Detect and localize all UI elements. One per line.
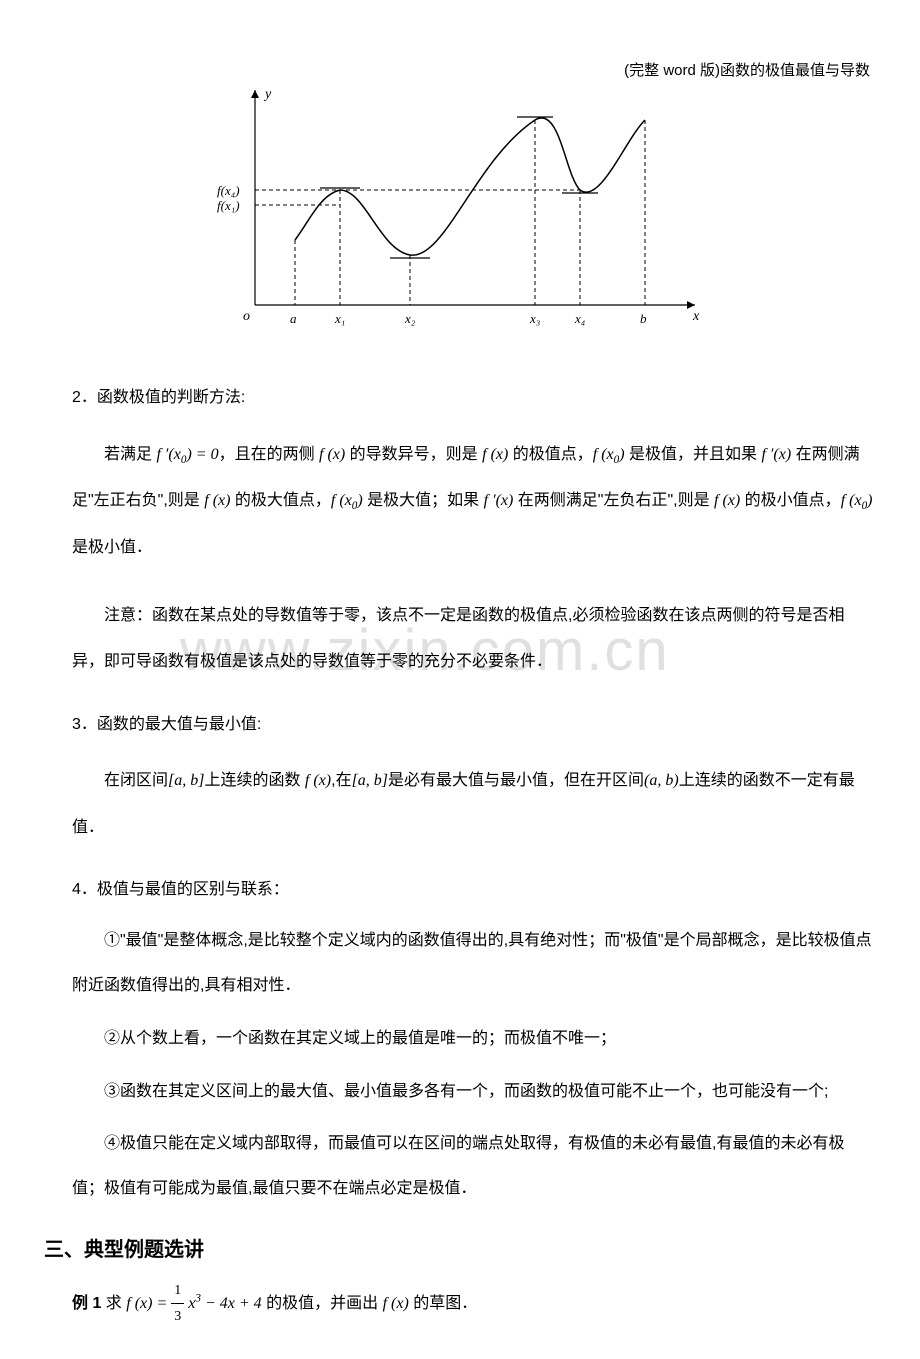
svg-text:b: b [640, 311, 647, 326]
function-graph: y x o a x₁ x₂ x₃ x₄ b f(x₄)f(x₁) [44, 80, 876, 347]
svg-text:o: o [243, 309, 250, 324]
example-1: 例 1 求 f (x) = 13 x3 − 4x + 4 的极值，并画出 f (… [44, 1278, 876, 1329]
section-4-title: 4．极值与最值的区别与联系： [44, 879, 876, 901]
item-4-1: ①"最值"是整体概念,是比较整个定义域内的函数值得出的,具有绝对性；而"极值"是… [44, 919, 876, 1009]
heading-3: 三、典型例题选讲 [44, 1236, 876, 1264]
svg-text:x₂: x₂ [404, 311, 416, 326]
para-2-2: 注意：函数在某点处的导数值等于零，该点不一定是函数的极值点,必须检验函数在该点两… [44, 593, 876, 686]
svg-text:a: a [290, 311, 297, 326]
item-4-3: ③函数在其定义区间上的最大值、最小值最多各有一个，而函数的极值可能不止一个，也可… [44, 1070, 876, 1115]
section-3-title: 3．函数的最大值与最小值: [44, 714, 876, 736]
page-header: (完整 word 版)函数的极值最值与导数 [624, 60, 870, 81]
svg-text:x: x [692, 309, 700, 324]
para-3-1: 在闭区间[a, b]上连续的函数 f (x),在[a, b]是必有最大值与最小值… [44, 758, 876, 851]
svg-text:y: y [263, 87, 272, 102]
svg-text:f(x₄): f(x₄) [217, 183, 240, 198]
svg-text:f(x₁): f(x₁) [217, 198, 240, 213]
svg-text:x₃: x₃ [529, 311, 540, 326]
section-2-title: 2．函数极值的判断方法: [44, 387, 876, 409]
item-4-4: ④极值只能在定义域内部取得，而最值可以在区间的端点处取得，有极值的未必有最值,有… [44, 1122, 876, 1212]
svg-text:x₄: x₄ [574, 311, 586, 326]
item-4-2: ②从个数上看，一个函数在其定义域上的最值是唯一的；而极值不唯一； [44, 1017, 876, 1062]
svg-text:x₁: x₁ [334, 311, 345, 326]
para-2-1: 若满足 f ′(x0) = 0，且在的两侧 f (x) 的导数异号，则是 f (… [44, 432, 876, 571]
